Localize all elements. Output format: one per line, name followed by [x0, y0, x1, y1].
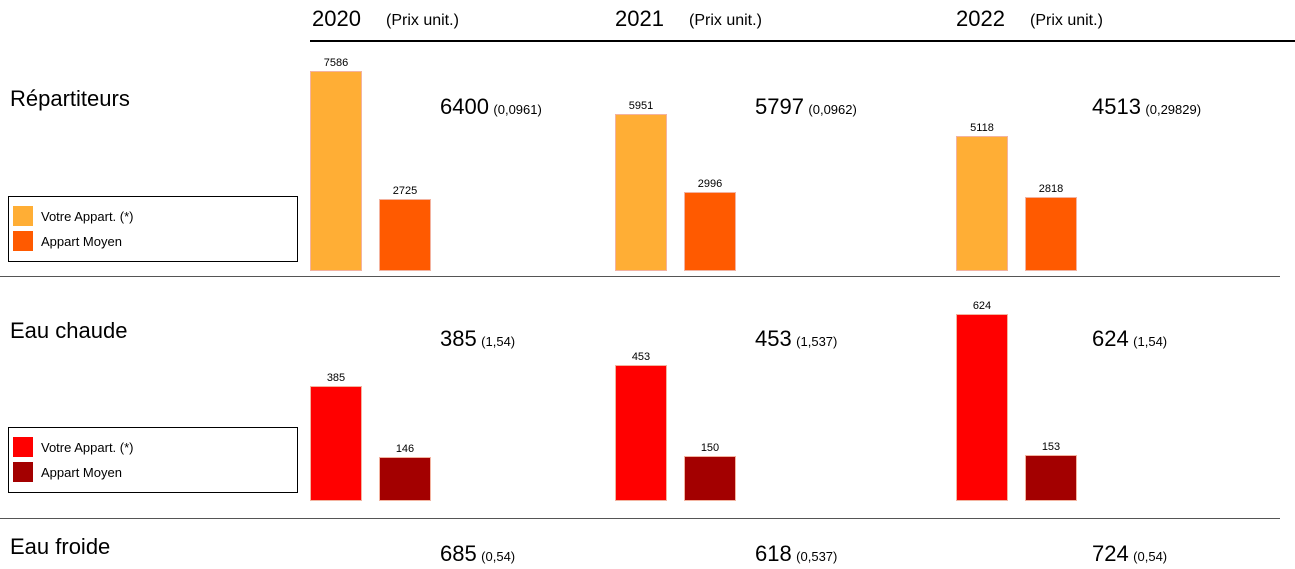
bar-value-label: 385 — [326, 372, 346, 384]
section-title: Répartiteurs — [10, 86, 130, 111]
bar-2020-votre — [310, 71, 362, 271]
bar-value-label: 624 — [972, 300, 992, 312]
bar-2021-moyen — [684, 192, 736, 271]
bar-value-label: 5951 — [628, 100, 654, 112]
unit-price: (0,0962) — [808, 102, 857, 117]
total-2021: 618 (0,537) — [755, 541, 837, 567]
bar-2022-moyen — [1025, 197, 1077, 271]
total-value: 624 — [1092, 326, 1129, 351]
total-value: 385 — [440, 326, 477, 351]
legend-label: Votre Appart. (*) — [41, 440, 134, 455]
unit-price: (0,0961) — [493, 102, 542, 117]
total-value: 724 — [1092, 541, 1129, 566]
total-2022: 724 (0,54) — [1092, 541, 1167, 567]
bar-2020-moyen — [379, 199, 431, 271]
legend-swatch — [13, 206, 33, 226]
unit-price: (1,54) — [481, 334, 516, 349]
section-title: Eau froide — [10, 534, 111, 559]
chart-legend: Votre Appart. (*) Appart Moyen — [8, 427, 298, 493]
total-value: 6400 — [440, 94, 489, 119]
unit-price-header-2020: (Prix unit.) — [386, 12, 459, 29]
total-value: 4513 — [1092, 94, 1141, 119]
unit-price: (0,54) — [1133, 549, 1168, 564]
bar-value-label: 146 — [395, 443, 415, 455]
year-2021-label: 2021 — [615, 6, 664, 31]
total-2020: 685 (0,54) — [440, 541, 515, 567]
bar-2021-votre — [615, 114, 667, 271]
bar-2022-moyen — [1025, 455, 1077, 501]
total-value: 618 — [755, 541, 792, 566]
bar-value-label: 153 — [1041, 441, 1061, 453]
bar-2022-votre — [956, 314, 1008, 501]
row-separator — [0, 276, 1280, 277]
total-value: 453 — [755, 326, 792, 351]
total-2022: 624 (1,54) — [1092, 326, 1167, 352]
bar-2020-moyen — [379, 457, 431, 501]
total-2021: 453 (1,537) — [755, 326, 837, 352]
bar-2022-votre — [956, 136, 1008, 271]
section-title: Eau chaude — [10, 318, 128, 343]
legend-label: Votre Appart. (*) — [41, 209, 134, 224]
bar-2020-votre — [310, 386, 362, 501]
legend-swatch — [13, 437, 33, 457]
unit-price: (0,29829) — [1145, 102, 1202, 117]
bar-value-label: 453 — [631, 351, 651, 363]
bar-value-label: 150 — [700, 442, 720, 454]
legend-swatch — [13, 231, 33, 251]
bar-value-label: 2725 — [392, 185, 418, 197]
legend-swatch — [13, 462, 33, 482]
unit-price: (1,537) — [796, 334, 838, 349]
bar-value-label: 5118 — [970, 122, 994, 134]
chart-legend: Votre Appart. (*) Appart Moyen — [8, 196, 298, 262]
bar-value-label: 7586 — [323, 57, 349, 69]
total-value: 685 — [440, 541, 477, 566]
total-value: 5797 — [755, 94, 804, 119]
legend-label: Appart Moyen — [41, 465, 122, 480]
total-2022: 4513 (0,29829) — [1092, 94, 1201, 120]
bar-value-label: 2996 — [697, 178, 723, 190]
bar-2021-moyen — [684, 456, 736, 501]
unit-price-header-2021: (Prix unit.) — [689, 12, 762, 29]
total-2021: 5797 (0,0962) — [755, 94, 857, 120]
unit-price: (1,54) — [1133, 334, 1168, 349]
legend-label: Appart Moyen — [41, 234, 122, 249]
header-rule — [310, 40, 1295, 42]
row-separator — [0, 518, 1280, 519]
bar-value-label: 2818 — [1038, 183, 1064, 195]
total-2020: 385 (1,54) — [440, 326, 515, 352]
total-2020: 6400 (0,0961) — [440, 94, 542, 120]
unit-price: (0,54) — [481, 549, 516, 564]
bar-2021-votre — [615, 365, 667, 501]
year-2022-label: 2022 — [956, 6, 1005, 31]
unit-price: (0,537) — [796, 549, 838, 564]
year-2020-label: 2020 — [312, 6, 361, 31]
unit-price-header-2022: (Prix unit.) — [1030, 12, 1103, 29]
